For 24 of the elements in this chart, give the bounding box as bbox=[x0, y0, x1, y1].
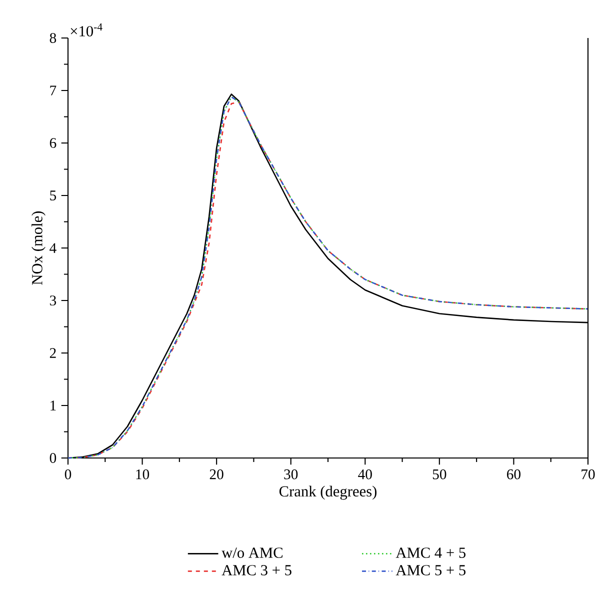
legend-label: w/o AMC bbox=[222, 548, 282, 558]
x-tick-label: 0 bbox=[64, 469, 72, 480]
y-tick-label: 6 bbox=[50, 138, 56, 148]
y-tick-label: 8 bbox=[50, 33, 56, 43]
legend-label: AMC 3 + 5 bbox=[222, 565, 292, 576]
text: ×10$^{-4}$ bbox=[70, 23, 102, 36]
x-tick-label: 30 bbox=[284, 469, 298, 480]
legend-label: AMC 4 + 5 bbox=[396, 548, 466, 558]
y-tick-label: 2 bbox=[50, 348, 56, 358]
y-tick-label: 4 bbox=[50, 243, 56, 253]
y-tick-label: 0 bbox=[50, 453, 56, 463]
x-tick-label: 50 bbox=[432, 469, 446, 480]
x-tick-label: 60 bbox=[506, 469, 520, 480]
x-axis-title: Crank (degrees) bbox=[279, 486, 376, 500]
x-tick-label: 40 bbox=[358, 469, 372, 480]
y-tick-label: 7 bbox=[50, 86, 56, 96]
x-tick-label: 10 bbox=[136, 469, 150, 480]
y-tick-label: 3 bbox=[50, 296, 56, 306]
x-tick-label: 20 bbox=[210, 469, 224, 480]
legend-label: AMC 5 + 5 bbox=[396, 565, 466, 576]
y-tick-label: 1 bbox=[50, 400, 56, 410]
y-axis-title: NOx (mole) bbox=[32, 211, 46, 285]
y-tick-label: 5 bbox=[50, 190, 56, 200]
x-tick-label: 70 bbox=[582, 469, 595, 480]
